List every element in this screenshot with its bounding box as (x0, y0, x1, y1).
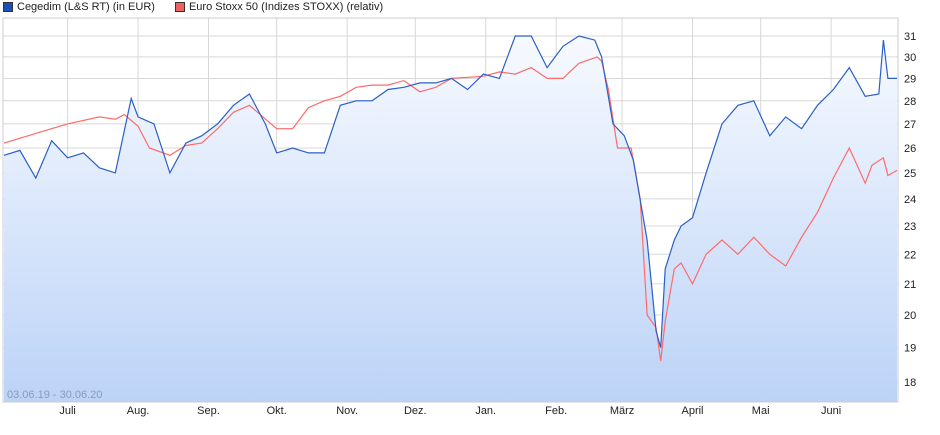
plot-frame (2, 17, 899, 403)
legend-label: Euro Stoxx 50 (Indizes STOXX) (relativ) (188, 1, 384, 13)
y-tick-label: 20 (904, 310, 916, 322)
x-tick-label: Okt. (267, 405, 287, 417)
legend: Cegedim (L&S RT) (in EUR) Euro Stoxx 50 … (3, 1, 383, 13)
y-tick-label: 21 (904, 279, 916, 291)
legend-item-eurostoxx: Euro Stoxx 50 (Indizes STOXX) (relativ) (174, 1, 384, 13)
y-tick-label: 31 (904, 31, 916, 43)
y-tick-label: 22 (904, 249, 916, 261)
x-tick-label: Juli (59, 405, 76, 417)
x-tick-label: Dez. (404, 405, 427, 417)
y-tick-label: 25 (904, 168, 916, 180)
y-tick-label: 29 (904, 73, 916, 85)
x-tick-label: Sep. (197, 405, 220, 417)
y-tick-label: 18 (904, 377, 916, 389)
x-tick-label: April (681, 405, 703, 417)
x-tick-label: Mai (752, 405, 770, 417)
x-tick-label: Jan. (475, 405, 496, 417)
y-tick-label: 24 (904, 194, 916, 206)
legend-label: Cegedim (L&S RT) (in EUR) (17, 1, 155, 13)
y-tick-label: 30 (904, 52, 916, 64)
series-line-cegedim (3, 35, 897, 348)
x-tick-label: Juni (821, 405, 841, 417)
series-line-eurostoxx (3, 56, 898, 362)
legend-item-cegedim: Cegedim (L&S RT) (in EUR) (3, 1, 155, 13)
legend-swatch-red (174, 2, 185, 12)
x-tick-label: Feb. (545, 405, 567, 417)
x-tick-label: Nov. (336, 405, 358, 417)
y-tick-label: 27 (904, 119, 916, 131)
y-tick-label: 23 (904, 221, 916, 233)
legend-swatch-blue (3, 2, 13, 12)
y-tick-label: 19 (904, 343, 916, 355)
y-tick-label: 26 (904, 143, 916, 155)
x-tick-label: Aug. (127, 405, 150, 417)
area-fill-cegedim (4, 36, 897, 402)
x-tick-label: März (610, 405, 634, 417)
date-range-label: 03.06.19 - 30.06.20 (7, 389, 102, 401)
y-tick-label: 28 (904, 96, 916, 108)
